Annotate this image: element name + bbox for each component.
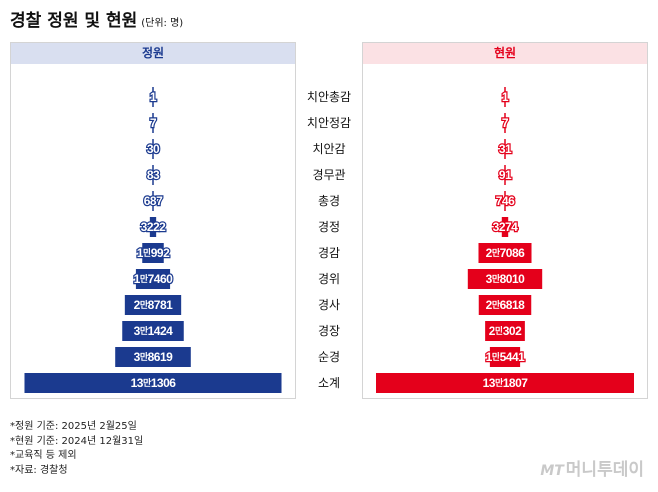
value-label-hyeonwon: 1만5441	[486, 350, 525, 364]
category-label: 순경	[318, 350, 340, 364]
bar-hyeonwon	[504, 191, 506, 211]
right-header: 현원	[363, 43, 647, 64]
logo-text: 머니투데이	[565, 460, 644, 480]
chart-row: 총경 687 746	[143, 191, 517, 211]
bar-jeongwon	[142, 243, 164, 263]
category-label: 치안정감	[307, 116, 351, 130]
bar-jeongwon	[124, 295, 182, 315]
bar-hyeonwon	[467, 269, 543, 289]
chart-title: 경찰 정원 및 현원 (단위: 명)	[10, 11, 184, 31]
bar-hyeonwon	[504, 165, 506, 185]
value-label-jeongwon: 2만8781	[134, 298, 173, 312]
footnote: *정원 기준: 2025년 2월25일	[10, 421, 137, 432]
bar-hyeonwon	[376, 373, 634, 393]
chart-row: 경감 1만992 2만7086	[136, 243, 532, 263]
category-label: 경감	[318, 246, 340, 260]
value-label-jeongwon: 1	[150, 90, 157, 104]
value-label-hyeonwon: 2만7086	[486, 246, 525, 260]
category-label: 경정	[318, 220, 340, 234]
footnote: *자료: 경찰청	[10, 464, 68, 476]
value-label-hyeonwon: 746	[496, 194, 515, 208]
chart-row: 경사 2만8781 2만6818	[124, 295, 532, 315]
value-label-hyeonwon: 7	[502, 116, 509, 130]
bar-hyeonwon	[489, 347, 521, 367]
value-label-jeongwon: 7	[150, 116, 157, 130]
bar-hyeonwon	[504, 139, 506, 159]
bar-hyeonwon	[485, 321, 525, 341]
value-label-hyeonwon: 2만302	[489, 324, 522, 338]
footnotes: *정원 기준: 2025년 2월25일 *현원 기준: 2024년 12월31일…	[10, 420, 143, 478]
chart-row: 경위 1만7460 3만8010	[132, 269, 543, 289]
bar-jeongwon	[24, 373, 282, 393]
category-label: 경위	[318, 272, 340, 286]
bar-hyeonwon	[504, 87, 506, 107]
chart-row: 순경 3만8619 1만5441	[115, 347, 527, 367]
value-label-hyeonwon: 1	[502, 90, 509, 104]
value-label-jeongwon: 687	[144, 194, 163, 208]
value-label-jeongwon: 3만8619	[134, 350, 173, 364]
value-label-hyeonwon: 31	[499, 142, 512, 156]
value-label-hyeonwon: 91	[499, 168, 512, 182]
chart-row: 치안정감 7 7	[149, 113, 511, 133]
chart-row: 소계 13만1306 13만1807	[24, 373, 634, 393]
bar-hyeonwon	[504, 113, 506, 133]
value-label-jeongwon: 1만992	[137, 246, 170, 260]
logo: MT 머니투데이	[540, 455, 644, 480]
unit-note: (단위: 명)	[141, 18, 184, 29]
chart-row: 경장 3만1424 2만302	[122, 321, 525, 341]
value-label-jeongwon: 13만1306	[131, 376, 177, 390]
value-label-jeongwon: 3222	[141, 220, 167, 234]
category-label: 치안총감	[307, 90, 351, 104]
value-label-hyeonwon: 3만8010	[486, 272, 525, 286]
category-label: 치안감	[312, 142, 345, 156]
bar-jeongwon	[152, 139, 154, 159]
bar-jeongwon	[152, 87, 154, 107]
chart-row: 경무관 83 91	[146, 165, 514, 185]
category-label: 총경	[318, 194, 340, 208]
chart-row: 치안총감 1 1	[149, 87, 511, 107]
value-label-hyeonwon: 13만1807	[483, 376, 529, 390]
value-label-jeongwon: 30	[147, 142, 160, 156]
value-label-jeongwon: 1만7460	[134, 272, 173, 286]
value-label-hyeonwon: 2만6818	[486, 298, 525, 312]
left-header: 정원	[11, 43, 295, 64]
value-label-hyeonwon: 3274	[493, 220, 519, 234]
category-label: 소계	[318, 376, 340, 390]
bar-hyeonwon	[478, 243, 532, 263]
bar-jeongwon	[122, 321, 184, 341]
footnote: *현원 기준: 2024년 12월31일	[10, 435, 144, 447]
bar-jeongwon	[152, 191, 154, 211]
footnote: *교육직 등 제외	[10, 450, 77, 461]
bar-jeongwon	[115, 347, 191, 367]
category-label: 경무관	[312, 168, 345, 182]
bar-hyeonwon	[478, 295, 532, 315]
category-label: 경사	[318, 298, 340, 312]
chart-row: 경정 3222 3274	[139, 217, 520, 237]
bar-jeongwon	[152, 165, 154, 185]
bar-hyeonwon	[501, 217, 509, 237]
value-label-jeongwon: 83	[147, 168, 160, 182]
bar-jeongwon	[135, 269, 171, 289]
logo-mark: MT	[540, 463, 564, 479]
bar-jeongwon	[149, 217, 157, 237]
chart-row: 치안감 30 31	[146, 139, 514, 159]
category-label: 경장	[318, 324, 340, 338]
value-label-jeongwon: 3만1424	[134, 324, 173, 338]
bar-jeongwon	[152, 113, 154, 133]
